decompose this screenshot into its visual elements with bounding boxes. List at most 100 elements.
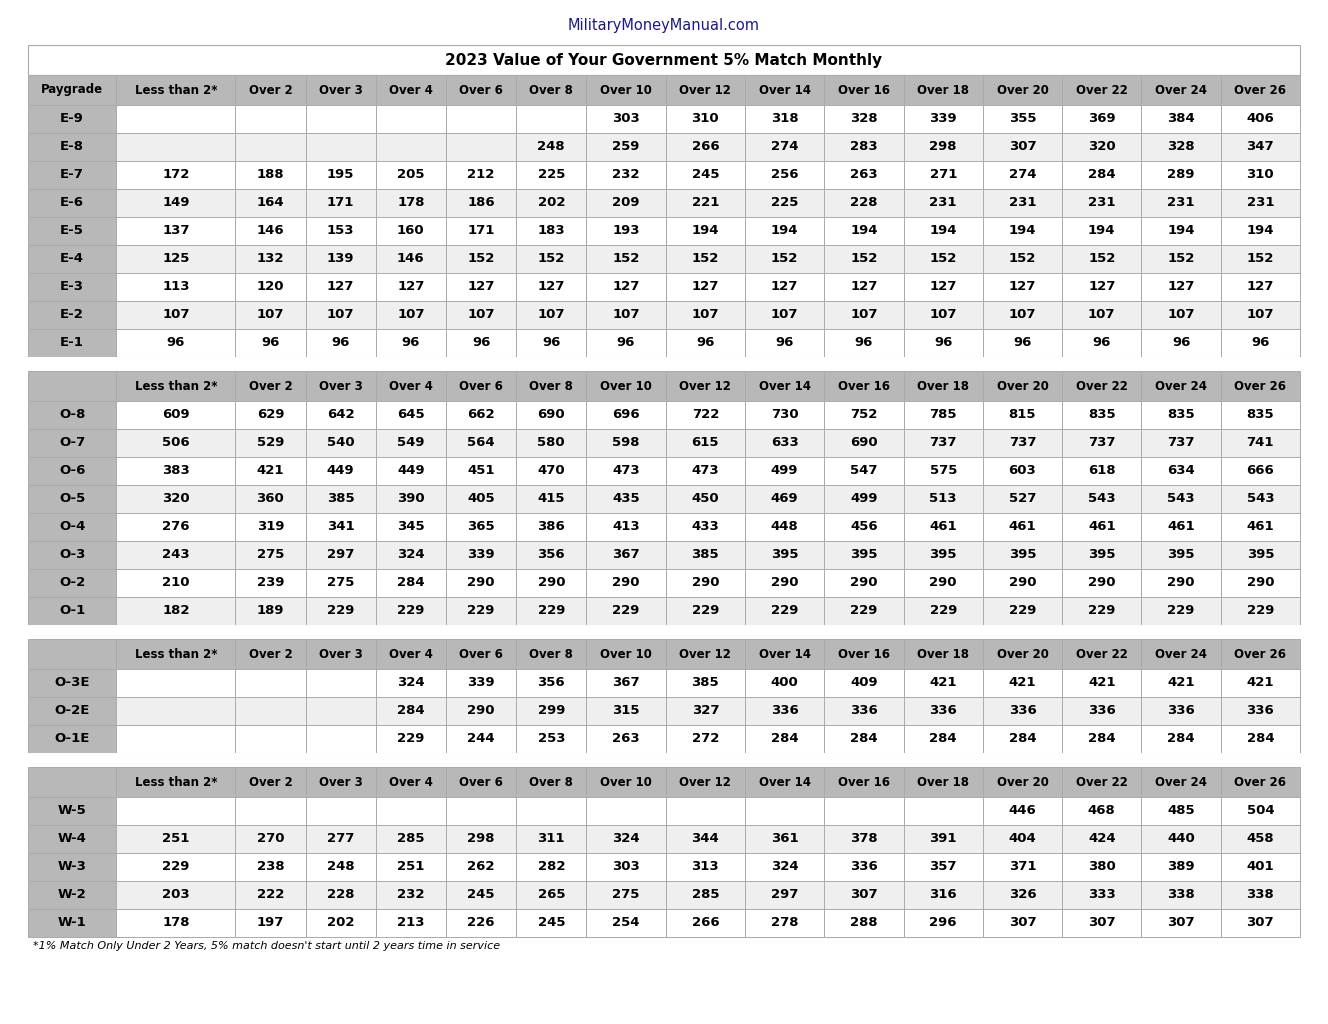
Bar	[665, 597, 745, 625]
Text: 96: 96	[696, 337, 714, 349]
Bar	[376, 273, 446, 301]
Bar	[305, 133, 376, 161]
Text: O-7: O-7	[58, 436, 85, 450]
Bar	[28, 513, 117, 541]
Bar	[825, 725, 903, 753]
Text: 278: 278	[770, 916, 798, 930]
Text: 96: 96	[934, 337, 952, 349]
Text: 152: 152	[1247, 253, 1274, 265]
Bar	[587, 797, 665, 825]
Text: 120: 120	[256, 281, 284, 294]
Bar	[517, 217, 587, 245]
Text: 433: 433	[692, 520, 720, 534]
Bar	[587, 329, 665, 357]
Bar	[745, 301, 825, 329]
Bar	[305, 189, 376, 217]
Bar	[28, 189, 117, 217]
Text: 232: 232	[397, 889, 425, 901]
Text: 137: 137	[162, 224, 190, 238]
Text: 303: 303	[612, 113, 640, 126]
Text: 284: 284	[1088, 732, 1116, 745]
Text: 371: 371	[1009, 860, 1036, 873]
Bar	[305, 245, 376, 273]
Text: 409: 409	[850, 677, 878, 689]
Bar	[745, 401, 825, 429]
Text: 395: 395	[930, 549, 957, 561]
Text: 107: 107	[692, 308, 718, 322]
Bar	[1062, 217, 1142, 245]
Bar	[1220, 189, 1300, 217]
Text: Over 3: Over 3	[319, 647, 363, 660]
Bar	[903, 429, 983, 457]
Text: 642: 642	[327, 409, 355, 422]
Text: 239: 239	[256, 577, 284, 590]
Text: 835: 835	[1088, 409, 1116, 422]
Text: 391: 391	[930, 833, 957, 846]
Bar	[446, 853, 517, 881]
Text: 311: 311	[538, 833, 564, 846]
Text: 450: 450	[692, 493, 720, 506]
Bar	[235, 401, 305, 429]
Bar	[117, 697, 235, 725]
Text: O-6: O-6	[58, 465, 85, 477]
Bar	[1062, 429, 1142, 457]
Text: Over 4: Over 4	[389, 380, 433, 392]
Text: 421: 421	[256, 465, 284, 477]
Text: Over 14: Over 14	[758, 647, 810, 660]
Text: 272: 272	[692, 732, 718, 745]
Text: 290: 290	[1009, 577, 1036, 590]
Text: Over 22: Over 22	[1076, 647, 1127, 660]
Text: 149: 149	[162, 197, 190, 210]
Bar	[1062, 161, 1142, 189]
Bar	[28, 485, 117, 513]
Bar	[235, 273, 305, 301]
Text: 127: 127	[327, 281, 355, 294]
Bar	[28, 881, 117, 909]
Text: 127: 127	[612, 281, 640, 294]
Bar	[745, 457, 825, 485]
Text: 178: 178	[162, 916, 190, 930]
Bar	[376, 725, 446, 753]
Bar	[376, 881, 446, 909]
Bar	[517, 133, 587, 161]
Text: 229: 229	[1247, 604, 1274, 617]
Bar	[517, 273, 587, 301]
Text: 629: 629	[256, 409, 284, 422]
Bar	[983, 881, 1062, 909]
Bar	[825, 133, 903, 161]
Text: 270: 270	[256, 833, 284, 846]
Text: 96: 96	[776, 337, 794, 349]
Text: 385: 385	[692, 677, 720, 689]
Text: O-1: O-1	[58, 604, 85, 617]
Bar	[235, 429, 305, 457]
Bar	[1142, 105, 1220, 133]
Text: 245: 245	[538, 916, 564, 930]
Bar	[117, 569, 235, 597]
Text: 96: 96	[332, 337, 349, 349]
Text: 549: 549	[397, 436, 425, 450]
Bar	[376, 767, 446, 797]
Bar	[1142, 909, 1220, 937]
Bar	[376, 429, 446, 457]
Bar	[305, 161, 376, 189]
Bar	[1142, 725, 1220, 753]
Text: 446: 446	[1009, 805, 1036, 817]
Text: 298: 298	[467, 833, 495, 846]
Text: 506: 506	[162, 436, 190, 450]
Text: Over 26: Over 26	[1234, 647, 1287, 660]
Bar	[665, 725, 745, 753]
Bar	[446, 669, 517, 697]
Text: O-8: O-8	[58, 409, 85, 422]
Bar	[903, 767, 983, 797]
Bar	[1142, 217, 1220, 245]
Text: 107: 107	[256, 308, 284, 322]
Text: 307: 307	[1088, 916, 1116, 930]
Bar	[587, 217, 665, 245]
Text: 328: 328	[850, 113, 878, 126]
Bar	[665, 273, 745, 301]
Text: 690: 690	[850, 436, 878, 450]
Text: 244: 244	[467, 732, 495, 745]
Text: 251: 251	[397, 860, 425, 873]
Text: Over 12: Over 12	[680, 647, 732, 660]
Bar	[446, 797, 517, 825]
